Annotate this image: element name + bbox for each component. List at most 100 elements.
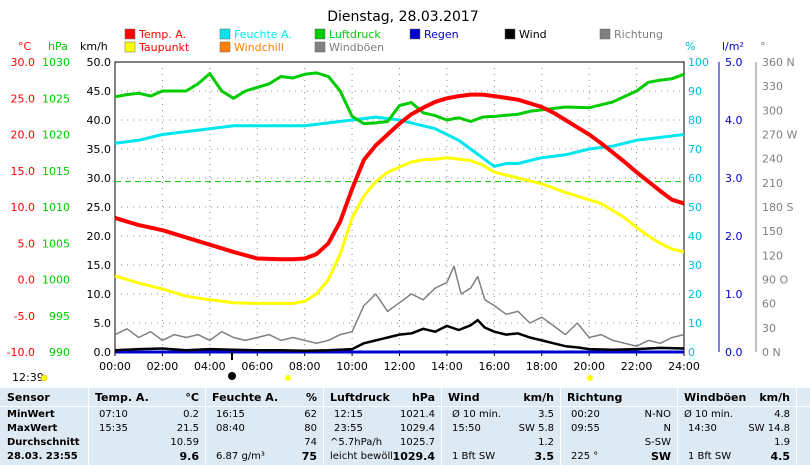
windboeen-unit: km/h: [759, 391, 790, 404]
luftdruck-forecast: leicht bewölkt: [330, 451, 392, 462]
x-tick-0: 00:00: [99, 360, 131, 373]
legend-swatch-3: [409, 28, 421, 40]
humidity-tick-7: 30: [688, 259, 702, 272]
series-temp-a-: [114, 92, 685, 262]
luftdruck-header: Luftdruck: [330, 391, 390, 404]
sunrise-icon: [40, 374, 48, 382]
pressure-tick-4: 1010: [42, 201, 70, 214]
wind-tick-9: 5.0: [94, 317, 112, 330]
feuchte-header: Feuchte A.: [212, 391, 279, 404]
x-tick-4: 08:00: [289, 360, 321, 373]
sensor-header: Sensor: [7, 391, 50, 404]
moon-icon: [228, 372, 236, 380]
direction-tick-8: 120: [762, 249, 783, 262]
temp-current-value: 9.6: [179, 450, 200, 463]
luftdruck-unit: hPa: [411, 391, 435, 404]
luftdruck-current-value: 1029.4: [392, 450, 435, 463]
temp-tick-4: 10.0: [11, 201, 36, 214]
wind-current-value: 3.5: [534, 450, 555, 463]
wind-beaufort: 1 Bft SW: [452, 451, 496, 462]
windboeen-max-time: 14:30: [688, 423, 717, 434]
wind-tick-0: 50.0: [87, 56, 112, 69]
temp-tick-2: 20.0: [11, 129, 36, 142]
legend-swatch-7: [219, 41, 231, 53]
luftdruck-trend: ^5.7hPa/h: [330, 437, 383, 448]
unit-pressure: hPa: [48, 40, 68, 53]
feuchte-avg-value: 74: [304, 437, 317, 448]
x-tick-6: 12:00: [384, 360, 416, 373]
richtung-header: Richtung: [567, 391, 623, 404]
legend-swatch-8: [314, 41, 326, 53]
windboeen-avg-value: 1.9: [774, 437, 790, 448]
legend-label-5: Richtung: [614, 28, 663, 41]
pressure-tick-8: 990: [49, 346, 70, 359]
direction-tick-6: 180 S: [762, 201, 793, 214]
direction-tick-0: 360 N: [762, 56, 795, 69]
humidity-tick-1: 90: [688, 85, 702, 98]
wind-unit: km/h: [523, 391, 554, 404]
time-marks: 12:39: [12, 352, 593, 384]
direction-tick-2: 300: [762, 104, 783, 117]
rain-tick-2: 3.0: [725, 172, 743, 185]
chart-legend: Temp. A. Feuchte A. Luftdruck Regen Wind Rich…: [124, 28, 663, 54]
wind-avg10-label: Ø 10 min.: [452, 409, 501, 420]
rain-tick-5: 0.0: [725, 346, 743, 359]
series-layer: [114, 71, 685, 354]
wind-avg10-value: 3.5: [538, 409, 554, 420]
richtung-min-value: N-NO: [644, 409, 671, 420]
series-windb-en: [114, 265, 685, 347]
humidity-tick-3: 70: [688, 143, 702, 156]
wind-column: Wind km/h Ø 10 min. 3.5 15:50 SW 5.8 1.2…: [442, 388, 560, 465]
temp-max-value: 21.5: [176, 423, 199, 434]
pressure-tick-5: 1005: [42, 237, 70, 250]
feuchte-max-time: 08:40: [216, 423, 245, 434]
wind-header: Wind: [448, 391, 480, 404]
stats-table: Sensor MinWert MaxWert Durchschnitt 28.0…: [0, 388, 810, 465]
direction-tick-5: 210: [762, 177, 783, 190]
humidity-tick-6: 40: [688, 230, 702, 243]
x-tick-3: 06:00: [241, 360, 273, 373]
series-luftdruck: [114, 71, 685, 126]
feuchte-abs-humidity: 6.87 g/m³: [216, 451, 265, 462]
temp-tick-0: 30.0: [11, 56, 36, 69]
x-tick-7: 14:00: [431, 360, 463, 373]
direction-tick-4: 240: [762, 153, 783, 166]
rain-tick-3: 2.0: [725, 230, 743, 243]
legend-swatch-4: [504, 28, 516, 40]
wind-max-time: 15:50: [452, 423, 481, 434]
temp-min-time: 07:10: [99, 409, 128, 420]
richtung-max-value: N: [663, 423, 671, 434]
x-tick-12: 24:00: [668, 360, 700, 373]
axis-unit-labels: °C hPa km/h% l/m² °: [18, 40, 766, 53]
x-tick-5: 10:00: [336, 360, 368, 373]
temp-avg-value: 10.59: [170, 437, 199, 448]
legend-label-7: Windchill: [234, 41, 284, 54]
legend-label-1: Feuchte A.: [234, 28, 292, 41]
direction-tick-9: 90 O: [762, 274, 788, 287]
direction-tick-12: 0 N: [762, 346, 781, 359]
richtung-current-value: SW: [650, 450, 671, 463]
sun-mark-morning: [285, 375, 291, 381]
legend-label-3: Regen: [424, 28, 459, 41]
wind-tick-4: 30.0: [87, 172, 112, 185]
windboeen-current-value: 4.5: [770, 450, 791, 463]
feuchte-max-value: 80: [304, 423, 317, 434]
richtung-column: Richtung 00:20 N-NO 09:55 N S-SW 225 ° S…: [561, 388, 677, 465]
luftdruck-max-time: 23:55: [334, 423, 363, 434]
temp-tick-8: -10.0: [7, 346, 35, 359]
luftdruck-min-time: 12:15: [334, 409, 363, 420]
sensor-row-current: 28.03. 23:55: [7, 451, 78, 462]
chart-title: Dienstag, 28.03.2017: [327, 9, 478, 25]
richtung-min-time: 00:20: [571, 409, 600, 420]
series-taupunkt: [114, 156, 685, 305]
unit-rain: l/m²: [722, 40, 744, 53]
sensor-row-min: MinWert: [7, 409, 55, 420]
temp-header: Temp. A.: [95, 391, 149, 404]
temp-column: Temp. A. °C 07:10 0.2 15:35 21.5 10.59 9…: [89, 388, 205, 465]
pressure-tick-2: 1020: [42, 129, 70, 142]
unit-direction: °: [760, 40, 766, 53]
richtung-degrees: 225 °: [571, 451, 599, 462]
rain-tick-0: 5.0: [725, 56, 743, 69]
wind-tick-7: 15.0: [87, 259, 112, 272]
sun-mark-evening: [587, 375, 593, 381]
